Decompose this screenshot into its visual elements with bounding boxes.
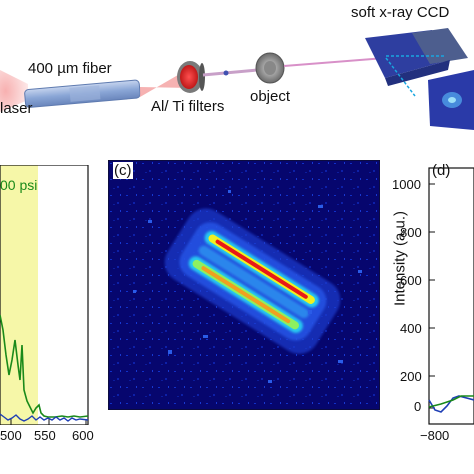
x-tick-550: 550 xyxy=(34,428,56,443)
fiber xyxy=(24,79,141,108)
plot-frame xyxy=(0,165,89,425)
series-blue xyxy=(428,395,474,413)
object-label: object xyxy=(250,88,291,105)
soft-x-ray-ccd xyxy=(365,28,468,86)
filters-label: Al/ Ti filters xyxy=(151,98,225,115)
x-tick-minus-800: −800 xyxy=(420,428,450,443)
experimental-setup-schematic xyxy=(0,28,474,130)
x-tick-500: 500 xyxy=(0,428,22,443)
highlight-region xyxy=(0,165,38,425)
y-tick-400: 400 xyxy=(400,321,422,336)
plot-frame xyxy=(428,167,474,425)
y-tick-0: 0 xyxy=(414,399,422,414)
ccd-label: soft x-ray CCD xyxy=(351,4,450,21)
y-tick-1000: 1000 xyxy=(392,177,421,192)
x-tick-600: 600 xyxy=(72,428,94,443)
panel-c-label: (c) xyxy=(113,162,133,179)
fiber-label: 400 µm fiber xyxy=(28,60,112,77)
panel-b-spectra-plot xyxy=(0,165,89,425)
al-ti-filter xyxy=(177,61,205,93)
object-holder xyxy=(255,52,285,84)
y-tick-600: 600 xyxy=(400,273,422,288)
speckle-dots xyxy=(133,190,362,383)
y-axis-label: Intensity (a.u.) xyxy=(391,210,409,307)
ccd-diffraction-inset xyxy=(428,70,474,130)
series-green xyxy=(0,314,89,418)
panel-c-reconstructed-image xyxy=(108,160,380,410)
panel-d-label: (d) xyxy=(432,162,451,179)
y-tick-800: 800 xyxy=(400,225,422,240)
stripe-pattern xyxy=(164,208,341,354)
series-blue xyxy=(0,413,89,422)
y-tick-200: 200 xyxy=(400,369,422,384)
panel-d-intensity-plot xyxy=(428,167,474,425)
laser-beam xyxy=(0,70,28,112)
legend-fragment: 00 psi xyxy=(0,177,38,193)
laser-label: laser xyxy=(0,100,33,117)
series-green xyxy=(428,395,474,408)
